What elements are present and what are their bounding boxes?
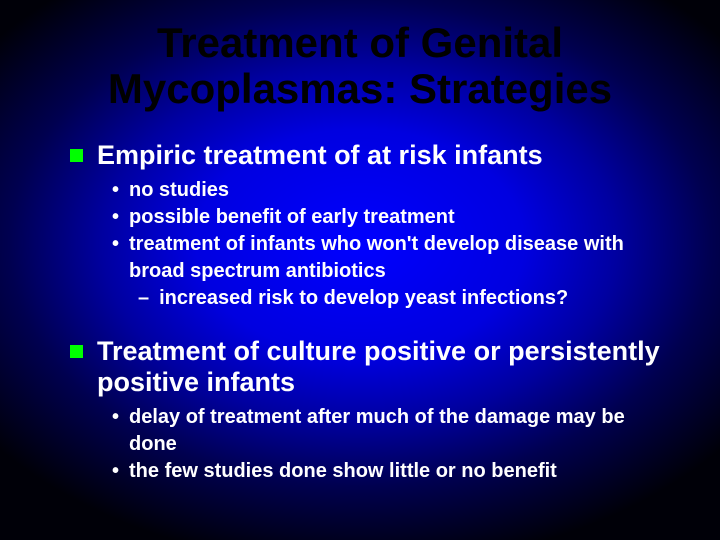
bullet-item: • the few studies done show little or no… — [112, 458, 670, 485]
sub-bullet-item: – increased risk to develop yeast infect… — [138, 285, 670, 312]
bullet-text: the few studies done show little or no b… — [129, 458, 557, 485]
sub-bullet-text: increased risk to develop yeast infectio… — [159, 285, 568, 312]
bullet-text: delay of treatment after much of the dam… — [129, 404, 670, 458]
dot-bullet-icon: • — [112, 231, 119, 258]
section-heading-text: Treatment of culture positive or persist… — [97, 336, 670, 398]
bullet-text: possible benefit of early treatment — [129, 204, 455, 231]
dot-bullet-icon: • — [112, 177, 119, 204]
section-bullets: • delay of treatment after much of the d… — [112, 404, 670, 485]
section-heading: Treatment of culture positive or persist… — [70, 336, 670, 398]
bullet-item: • possible benefit of early treatment — [112, 204, 670, 231]
slide: Treatment of Genital Mycoplasmas: Strate… — [0, 0, 720, 540]
section-heading: Empiric treatment of at risk infants — [70, 140, 670, 171]
dash-bullet-icon: – — [138, 285, 149, 312]
dot-bullet-icon: • — [112, 458, 119, 485]
slide-body: Empiric treatment of at risk infants • n… — [50, 140, 670, 485]
section-bullets: • no studies • possible benefit of early… — [112, 177, 670, 312]
bullet-item: • treatment of infants who won't develop… — [112, 231, 670, 285]
dot-bullet-icon: • — [112, 404, 119, 431]
slide-title: Treatment of Genital Mycoplasmas: Strate… — [50, 20, 670, 112]
section-heading-text: Empiric treatment of at risk infants — [97, 140, 543, 171]
square-bullet-icon — [70, 149, 83, 162]
square-bullet-icon — [70, 345, 83, 358]
bullet-item: • delay of treatment after much of the d… — [112, 404, 670, 458]
bullet-text: no studies — [129, 177, 229, 204]
dot-bullet-icon: • — [112, 204, 119, 231]
bullet-item: • no studies — [112, 177, 670, 204]
bullet-text: treatment of infants who won't develop d… — [129, 231, 670, 285]
